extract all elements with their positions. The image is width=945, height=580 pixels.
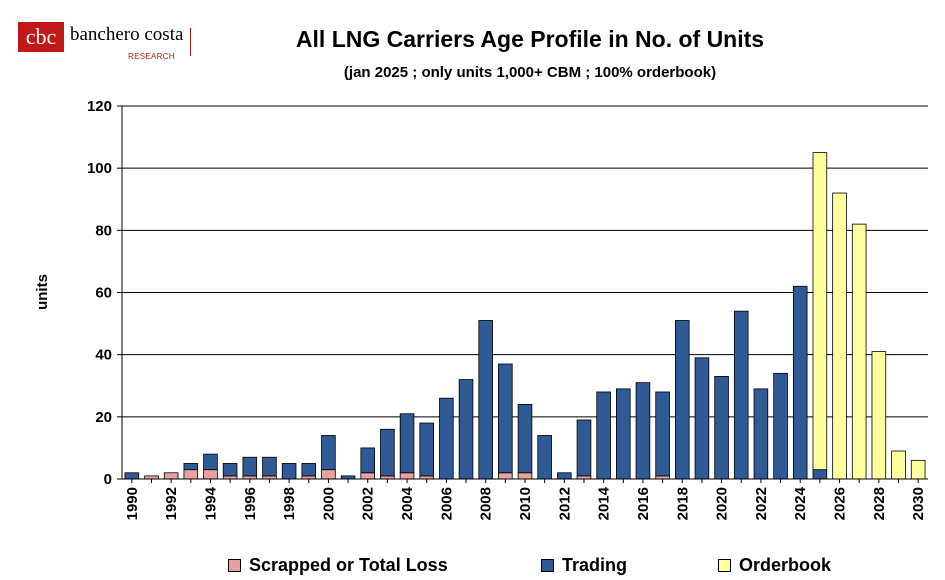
y-tick-labels: 0 20 40 60 80 100 120 — [87, 98, 112, 488]
bar-trading-2007 — [458, 379, 474, 480]
x-tick-label: 1992 — [163, 487, 180, 520]
x-tick-label: 2012 — [556, 487, 573, 520]
bar-scrapped-or-total-loss-2009 — [498, 472, 513, 480]
bar-trading-2018 — [674, 320, 690, 480]
bar-trading-2008 — [478, 320, 493, 480]
bar-trading-2021 — [733, 310, 749, 480]
x-tick-label: 2008 — [478, 487, 495, 520]
bar-scrapped-or-total-loss-1993 — [183, 469, 199, 480]
logo-name: banchero costa — [70, 24, 184, 45]
x-tick-label: 1998 — [281, 487, 298, 520]
bar-scrapped-or-total-loss-1994 — [203, 469, 218, 480]
bar-trading-2015 — [616, 388, 631, 480]
bar-orderbook-2028 — [871, 351, 887, 480]
legend-label: Trading — [562, 555, 628, 575]
legend-label: Orderbook — [739, 555, 832, 575]
bar-trading-2013 — [576, 419, 592, 477]
y-tick-label: 100 — [87, 160, 112, 177]
y-tick-label: 80 — [95, 222, 112, 239]
bar-trading-2023 — [773, 372, 788, 480]
legend-item: Orderbook — [718, 555, 831, 576]
bar-trading-2002 — [360, 447, 376, 474]
x-tick-label: 1994 — [202, 486, 219, 520]
y-tick-label: 60 — [95, 285, 112, 302]
bar-trading-2020 — [714, 376, 729, 480]
x-tick-label: 2026 — [832, 487, 849, 520]
bar-trading-2003 — [380, 428, 395, 477]
bar-trading-2025 — [812, 469, 828, 480]
axes — [121, 106, 928, 483]
bar-scrapped-or-total-loss-1992 — [163, 472, 179, 480]
x-tick-label: 2000 — [320, 487, 337, 520]
bar-trading-2014 — [596, 391, 611, 480]
logo-divider — [190, 28, 191, 56]
y-tick-label: 120 — [87, 98, 112, 115]
bar-chart: 0 20 40 60 80 100 120 1990 1992 1994 1996 1998 2000… — [34, 98, 928, 520]
bar-scrapped-or-total-loss-2010 — [517, 472, 533, 480]
bar-scrapped-or-total-loss-2004 — [399, 472, 415, 480]
bar-trading-1997 — [262, 456, 277, 477]
legend-swatch — [541, 559, 554, 572]
x-tick-label: 2002 — [360, 487, 377, 520]
bar-trading-2006 — [439, 397, 454, 480]
bar-trading-2019 — [694, 357, 710, 480]
legend-item: Scrapped or Total Loss — [228, 555, 448, 576]
x-tick-label: 2028 — [871, 487, 888, 520]
x-tick-label: 2030 — [910, 487, 927, 520]
chart-subtitle: (jan 2025 ; only units 1,000+ CBM ; 100%… — [343, 64, 717, 81]
bar-trading-1996 — [242, 456, 258, 477]
bar-orderbook-2029 — [891, 450, 906, 480]
logo-subtitle: RESEARCH — [128, 52, 175, 61]
x-tick-label: 2004 — [399, 486, 416, 520]
bars — [124, 152, 926, 480]
bar-trading-1990 — [124, 472, 140, 480]
y-tick-label: 20 — [95, 409, 112, 426]
bar-orderbook-2030 — [910, 459, 926, 480]
bar-trading-2010 — [517, 403, 533, 474]
bar-orderbook-2026 — [832, 192, 847, 480]
bar-scrapped-or-total-loss-2000 — [321, 469, 336, 480]
x-tick-label: 2022 — [753, 487, 770, 520]
legend-label: Scrapped or Total Loss — [249, 555, 448, 575]
y-axis-label: units — [34, 274, 51, 310]
chart-title: All LNG Carriers Age Profile in No. of U… — [295, 26, 765, 52]
bar-trading-2024 — [792, 285, 808, 480]
cbc-logo-icon: cbc — [18, 22, 64, 52]
x-tick-label: 2024 — [792, 486, 809, 520]
banchero-costa-logo: cbc banchero costa RESEARCH — [10, 8, 200, 68]
bar-trading-2005 — [419, 422, 434, 477]
x-tick-label: 2020 — [714, 487, 731, 520]
bar-trading-1999 — [301, 463, 317, 477]
x-tick-label: 2018 — [674, 487, 691, 520]
bar-trading-2000 — [321, 435, 336, 471]
legend-item: Trading — [541, 555, 627, 576]
bar-trading-1993 — [183, 463, 199, 471]
y-tick-label: 0 — [104, 471, 112, 488]
bar-trading-1994 — [203, 453, 218, 471]
x-tick-label: 2016 — [635, 487, 652, 520]
bar-trading-2009 — [498, 363, 513, 474]
x-tick-label: 1990 — [124, 487, 141, 520]
legend-swatch — [718, 559, 731, 572]
bar-scrapped-or-total-loss-2002 — [360, 472, 376, 480]
x-tick-labels: 1990 1992 1994 1996 1998 2000 2002 2004 2006 2008… — [124, 486, 927, 520]
bar-orderbook-2025 — [812, 152, 828, 471]
bar-trading-2012 — [557, 472, 572, 480]
bar-trading-1998 — [281, 463, 297, 480]
bar-trading-2022 — [753, 388, 769, 480]
svg-text:cbc: cbc — [26, 24, 57, 49]
bar-trading-2004 — [399, 413, 415, 474]
y-tick-label: 40 — [95, 347, 112, 364]
bar-trading-2011 — [537, 435, 552, 480]
bar-trading-1995 — [222, 463, 238, 477]
x-tick-label: 2010 — [517, 487, 534, 520]
x-tick-label: 1996 — [242, 487, 259, 520]
x-tick-label: 2006 — [438, 487, 455, 520]
legend-swatch — [228, 559, 241, 572]
legend: Scrapped or Total Loss Trading Orderbook — [0, 555, 945, 579]
bar-trading-2016 — [635, 382, 651, 480]
bar-trading-2017 — [655, 391, 670, 477]
x-tick-label: 2014 — [596, 486, 613, 520]
bar-orderbook-2027 — [851, 223, 867, 480]
